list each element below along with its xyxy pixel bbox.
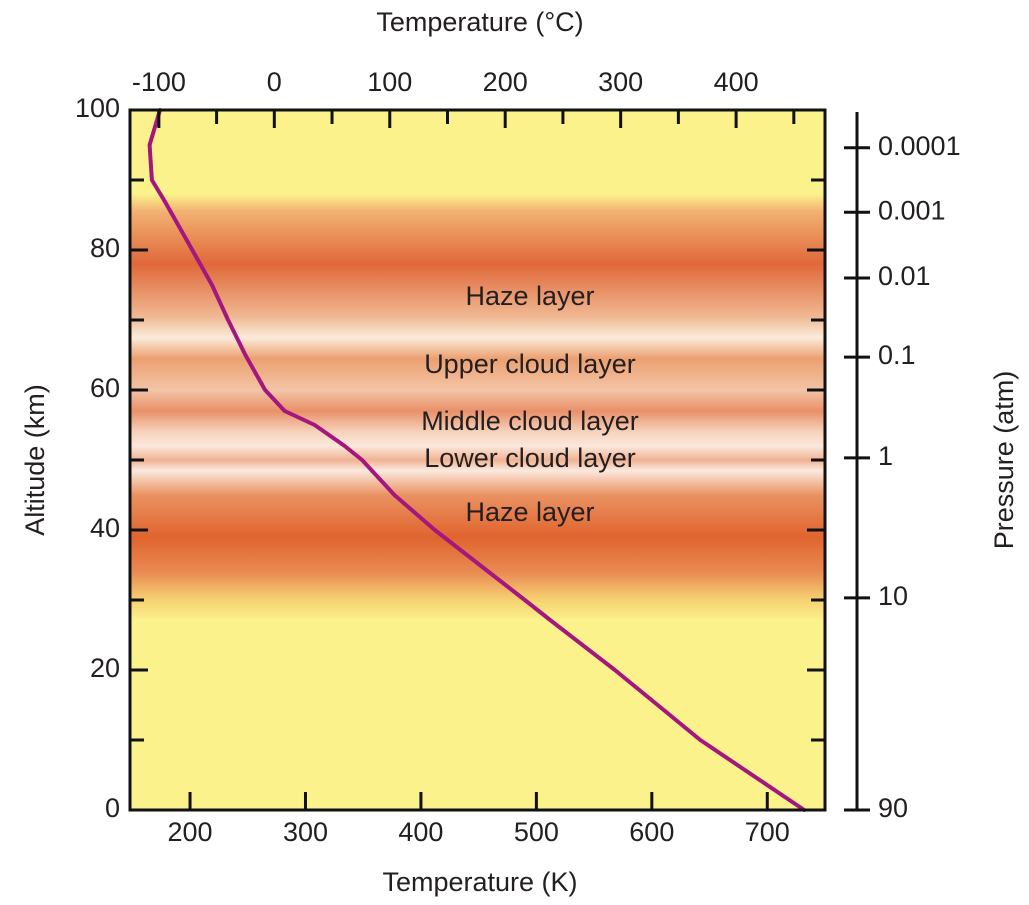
temperature-profile [147, 108, 807, 812]
layer-label: Upper cloud layer [424, 349, 636, 379]
x2-tick-label: -100 [132, 67, 186, 97]
y-tick-label: 100 [75, 93, 120, 123]
layer-label: Middle cloud layer [421, 406, 639, 436]
y-tick-label: 80 [90, 233, 120, 263]
x-tick-label: 200 [168, 817, 213, 847]
y2-tick-label: 90 [878, 793, 908, 823]
layer-label: Lower cloud layer [424, 443, 636, 473]
x-tick-label: 700 [745, 817, 790, 847]
y-axis-title: Altitude (km) [20, 384, 50, 536]
y2-tick-label: 10 [878, 581, 908, 611]
y-tick-label: 0 [105, 793, 120, 823]
y-tick-label: 60 [90, 373, 120, 403]
plot-layer: Haze layer Upper cloud layer Middle cloud … [147, 108, 807, 812]
layer-label: Haze layer [465, 281, 594, 311]
x-tick-label: 600 [629, 817, 674, 847]
x2-tick-label: 300 [598, 67, 643, 97]
y2-tick-label: 0.01 [878, 261, 931, 291]
layer-label: Haze layer [465, 497, 594, 527]
y-tick-label: 40 [90, 513, 120, 543]
y2-tick-label: 0.001 [878, 195, 946, 225]
x-tick-label: 400 [398, 817, 443, 847]
x2-tick-label: 100 [367, 67, 412, 97]
x-tick-label: 500 [514, 817, 559, 847]
y-tick-label: 20 [90, 653, 120, 683]
y2-axis-title: Pressure (atm) [989, 371, 1019, 550]
y2-tick-label: 1 [878, 441, 893, 471]
y2-tick-label: 0.0001 [878, 131, 961, 161]
x-axis-title: Temperature (K) [382, 867, 577, 897]
plot-background [130, 110, 825, 810]
x2-tick-label: 0 [267, 67, 282, 97]
x2-tick-label: 200 [483, 67, 528, 97]
y2-tick-label: 0.1 [878, 340, 916, 370]
x2-tick-label: 400 [714, 67, 759, 97]
top-axis-title: Temperature (°C) [376, 7, 583, 37]
x-tick-label: 300 [283, 817, 328, 847]
